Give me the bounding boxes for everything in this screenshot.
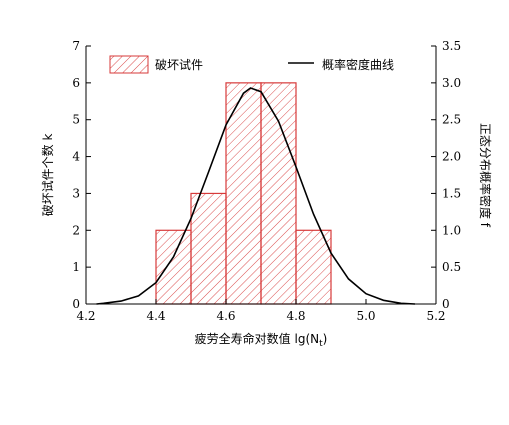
y-tick-label: 5	[72, 113, 80, 127]
histogram-bars	[155, 82, 332, 305]
y2-tick-label: 2.5	[442, 113, 461, 127]
histogram-bar	[260, 82, 297, 305]
axis-ticks: 4.2 4.4 4.6 4.8 5.0 5.20123456700.51.01.52.02…	[72, 39, 461, 323]
histogram-bar	[295, 229, 332, 305]
x-tick-label: 4.2	[76, 309, 95, 323]
y-tick-label: 7	[72, 39, 80, 53]
x-tick-label: 5.0	[356, 309, 375, 323]
y-axis-right-title: 正态分布概率密度 f	[478, 123, 493, 228]
y-tick-label: 6	[72, 76, 80, 90]
y-axis-left-title: 破坏试件个数 k	[40, 134, 55, 217]
histogram-bar	[155, 229, 192, 305]
y2-tick-label: 0.5	[442, 260, 461, 274]
histogram-bar	[190, 192, 227, 305]
y2-tick-label: 1.5	[442, 186, 461, 200]
y2-tick-label: 3.0	[442, 76, 461, 90]
histogram-bar	[225, 82, 262, 305]
y-tick-label: 2	[72, 223, 80, 237]
y2-tick-label: 3.5	[442, 39, 461, 53]
y2-tick-label: 2.0	[442, 150, 461, 164]
x-axis-title: 疲劳全寿命对数值 lg(Nt)	[195, 331, 328, 349]
probability-density-curve	[96, 87, 416, 305]
x-tick-label: 5.2	[426, 309, 445, 323]
y2-tick-label: 0	[442, 297, 450, 311]
legend-bar-label: 破坏试件	[155, 57, 203, 72]
y2-tick-label: 1.0	[442, 223, 461, 237]
legend: 破坏试件 概率密度曲线	[109, 55, 394, 74]
y-tick-label: 3	[72, 186, 80, 200]
legend-bar-swatch	[109, 55, 149, 74]
y-tick-label: 1	[72, 260, 80, 274]
x-tick-label: 4.4	[146, 309, 165, 323]
y-tick-label: 4	[72, 150, 80, 164]
y-tick-label: 0	[72, 297, 80, 311]
x-tick-label: 4.8	[286, 309, 305, 323]
legend-line-label: 概率密度曲线	[322, 57, 394, 72]
x-tick-label: 4.6	[216, 309, 235, 323]
